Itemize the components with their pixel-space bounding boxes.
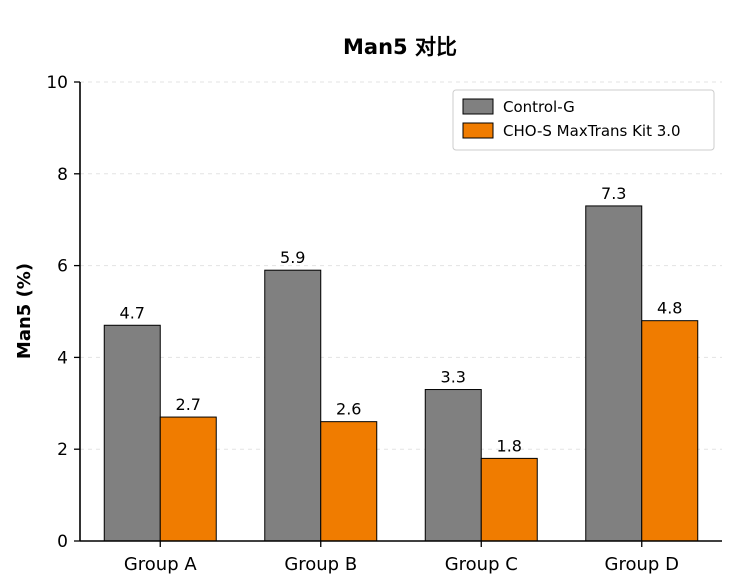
x-tick-label: Group C [445, 554, 518, 575]
legend-label: Control-G [503, 98, 575, 116]
y-tick-label: 8 [57, 165, 68, 185]
data-label: 1.8 [497, 436, 522, 455]
legend-swatch [462, 122, 494, 139]
chart-title: Man5 对比 [343, 35, 457, 59]
bar [320, 421, 378, 542]
y-axis-label: Man5 (%) [14, 263, 35, 359]
data-label: 2.7 [176, 395, 201, 414]
bar [480, 457, 538, 542]
y-tick-label: 4 [57, 348, 68, 368]
y-tick-label: 10 [46, 73, 68, 93]
legend-swatch [462, 98, 494, 115]
bar [585, 205, 643, 542]
axes: 0 2 4 6 8 10 Group A Group B Group C Group D [46, 73, 722, 575]
legend-box [452, 89, 715, 151]
y-tick-label: 0 [57, 532, 68, 552]
data-label: 2.6 [336, 400, 361, 419]
bar [641, 320, 699, 542]
bar [424, 389, 482, 542]
data-label: 5.9 [280, 248, 305, 267]
y-tick-label: 6 [57, 257, 68, 277]
data-label: 4.8 [657, 299, 682, 318]
x-tick-label: Group D [605, 554, 679, 575]
data-label: 7.3 [601, 184, 626, 203]
x-tick-label: Group A [124, 554, 198, 575]
bar [103, 324, 161, 542]
bars [103, 205, 699, 542]
data-labels: 4.7 2.7 5.9 2.6 3.3 1.8 7.3 4.8 [120, 184, 683, 455]
legend-label: CHO-S MaxTrans Kit 3.0 [503, 122, 681, 140]
data-label: 4.7 [120, 303, 145, 322]
data-label: 3.3 [441, 368, 466, 387]
y-tick-label: 2 [57, 440, 68, 460]
x-tick-label: Group B [284, 554, 357, 575]
bar [159, 416, 217, 542]
legend: Control-G CHO-S MaxTrans Kit 3.0 [452, 89, 715, 151]
bar [264, 269, 322, 542]
